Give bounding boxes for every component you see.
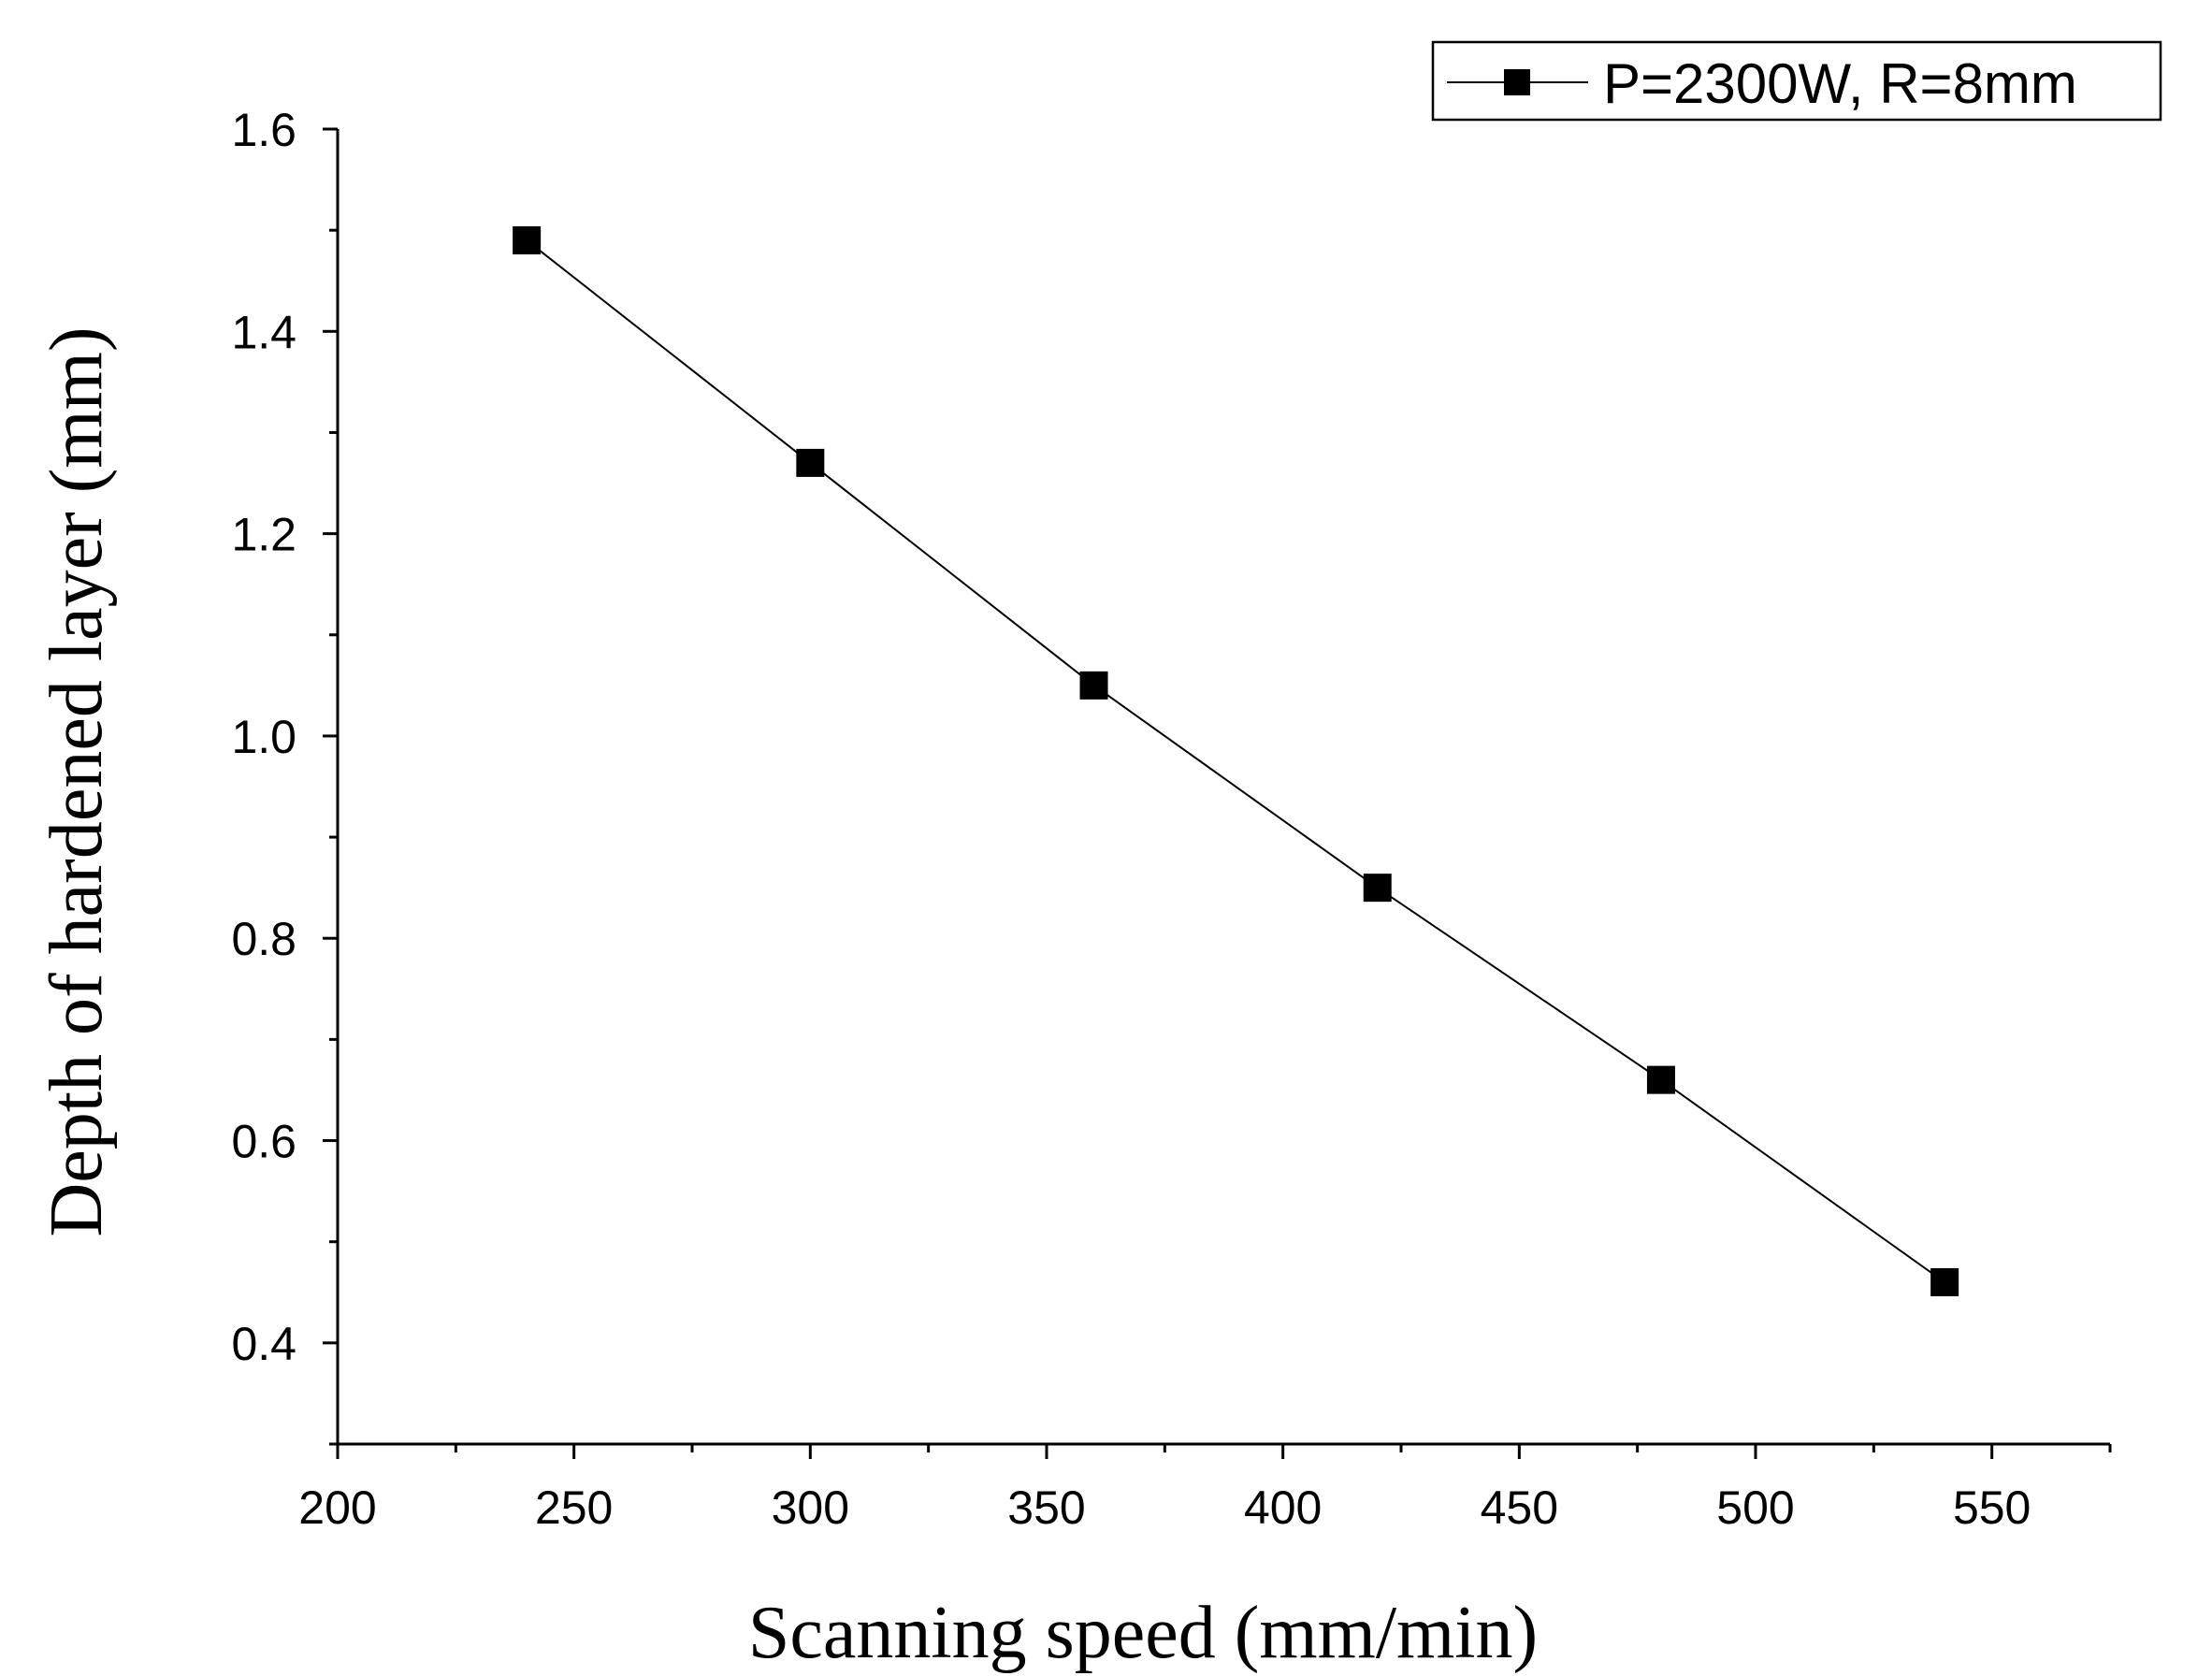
legend-marker [1504,69,1530,95]
legend-box [1431,40,2162,122]
y-tick-label: 1.0 [231,711,296,763]
x-tick-label: 300 [772,1481,849,1534]
legend: P=2300W, R=8mm [1431,40,2162,122]
y-tick-label: 0.4 [231,1318,296,1370]
x-tick-label: 350 [1007,1481,1085,1534]
data-point [1930,1267,1959,1296]
data-point [513,225,542,254]
y-axis-title: Depth of hardened layer (mm) [36,327,118,1237]
data-point [796,448,825,477]
axes: 200 250 300 350 400 450 500 550 0.4 0.6 0.8 1.0 1.2 1… [231,104,2112,1534]
y-tick-label: 0.6 [231,1116,296,1168]
y-tick-label: 0.8 [231,913,296,965]
data-point [1363,874,1392,903]
x-tick-label: 450 [1481,1481,1558,1534]
data-point [1079,671,1108,700]
y-tick-label: 1.4 [231,306,296,358]
series-line [526,239,1945,1283]
data-point [1646,1065,1675,1094]
x-tick-label: 250 [535,1481,613,1534]
x-tick-label: 500 [1716,1481,1794,1534]
y-tick-label: 1.2 [231,509,296,561]
legend-label: P=2300W, R=8mm [1603,52,2077,115]
series-layer [513,225,1959,1296]
x-tick-label: 400 [1244,1481,1322,1534]
x-tick-label: 200 [298,1481,376,1534]
y-tick-label: 1.6 [231,104,296,156]
x-tick-label: 550 [1953,1481,2031,1534]
x-axis-title: Scanning speed (mm/min) [748,1592,1538,1674]
